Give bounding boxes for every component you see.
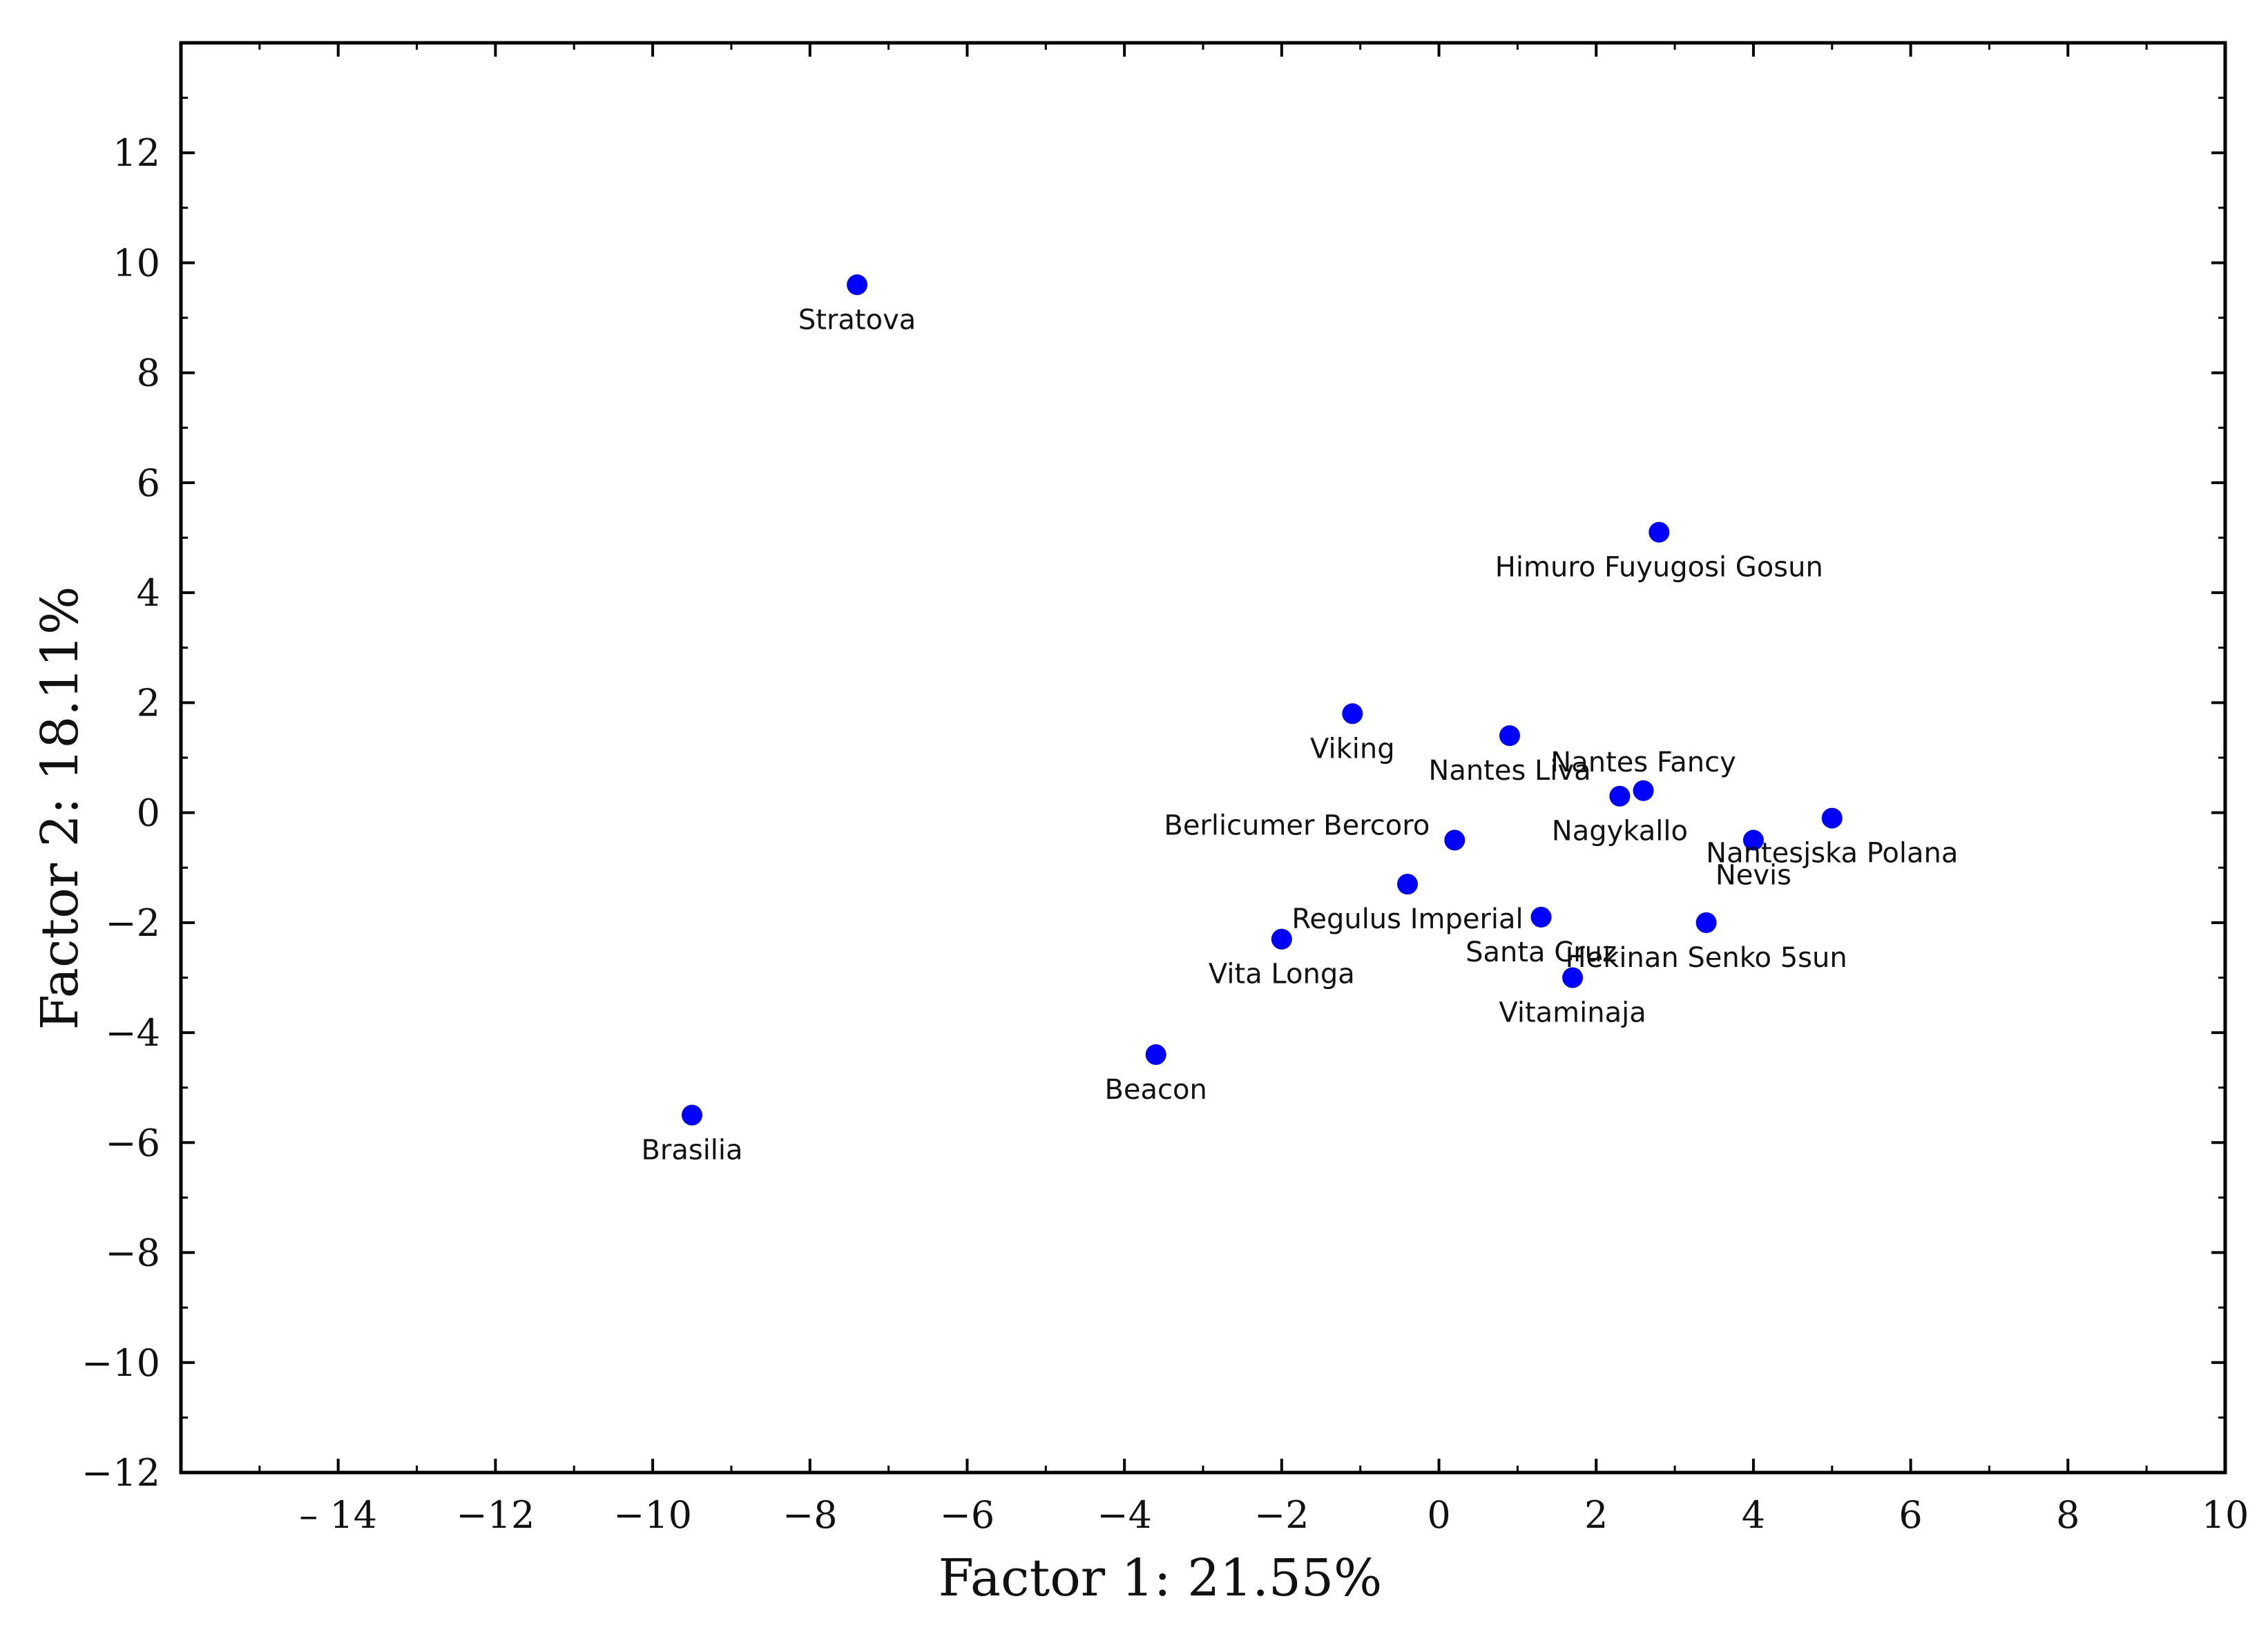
x-tick-label: 8 <box>2056 1493 2079 1537</box>
y-tick-label: 12 <box>113 131 160 175</box>
y-tick-label: 2 <box>137 681 160 725</box>
data-point-label: Brasilia <box>641 1135 742 1167</box>
y-tick-label: 8 <box>137 352 160 395</box>
y-tick-label: −10 <box>81 1341 160 1385</box>
data-point <box>1742 830 1764 851</box>
data-point-label: Berlicumer Bercoro <box>1164 809 1430 841</box>
data-point-label: Nantes Fancy <box>1550 747 1736 778</box>
x-axis-ticks: – 14 −12 −10 −8 −6 −4 −2 0 2 4 6 8 10 <box>299 43 2249 1537</box>
data-point-label: Santa Cruz <box>1465 937 1617 968</box>
data-point-label: Regulus Imperial <box>1291 903 1523 935</box>
data-point <box>1562 967 1584 988</box>
x-tick-label: 0 <box>1427 1493 1450 1537</box>
plot-frame <box>179 41 2227 1475</box>
y-tick-label: 4 <box>137 571 160 615</box>
data-point <box>1499 725 1520 747</box>
y-tick-label: −6 <box>105 1121 160 1164</box>
x-tick-label: 6 <box>1899 1493 1922 1537</box>
data-point <box>1609 785 1631 807</box>
y-tick-label: −8 <box>105 1231 160 1275</box>
data-point <box>847 274 868 296</box>
y-tick-label: −12 <box>81 1451 160 1495</box>
y-tick-label: −4 <box>105 1011 160 1055</box>
data-point <box>1695 912 1717 933</box>
data-points: Stratova Himuro Fuyugosi Gosun Viking Nante… <box>641 274 1958 1167</box>
data-point-label: Nagykallo <box>1552 816 1688 847</box>
data-point <box>1145 1044 1166 1065</box>
data-point-label: Vita Longa <box>1209 959 1355 990</box>
x-tick-label: −8 <box>782 1493 838 1537</box>
data-point <box>1530 906 1552 928</box>
y-tick-label: 6 <box>137 461 160 505</box>
y-tick-label: 0 <box>137 792 160 835</box>
data-point <box>1633 780 1654 801</box>
data-point <box>1342 703 1363 725</box>
y-axis-label: Factor 2: 18.11% <box>30 586 90 1030</box>
data-point-label: Hekinan Senko 5sun <box>1566 942 1847 974</box>
x-tick-label: −6 <box>940 1493 995 1537</box>
data-point-label: Nantesjska Polana <box>1706 838 1958 870</box>
x-tick-label: −12 <box>456 1493 535 1537</box>
data-point-label: Nevis <box>1716 859 1791 891</box>
x-tick-label: 4 <box>1742 1493 1765 1537</box>
x-tick-label: – 14 <box>299 1493 377 1537</box>
x-tick-label: 2 <box>1584 1493 1608 1537</box>
x-axis-label: Factor 1: 21.55% <box>939 1548 1383 1608</box>
y-tick-label: 10 <box>113 241 160 285</box>
x-tick-label: −4 <box>1097 1493 1152 1537</box>
data-point-label: Himuro Fuyugosi Gosun <box>1495 552 1823 584</box>
data-point-label: Viking <box>1310 733 1395 765</box>
data-point-label: Nantes Liva <box>1428 755 1591 787</box>
data-point <box>1397 874 1418 895</box>
x-tick-label: −2 <box>1254 1493 1309 1537</box>
x-tick-label: −10 <box>613 1493 692 1537</box>
data-point <box>1649 521 1670 543</box>
data-point <box>1271 928 1292 950</box>
data-point-label: Vitaminaja <box>1499 997 1646 1028</box>
data-point <box>682 1104 702 1126</box>
x-tick-label: 10 <box>2202 1493 2249 1537</box>
y-axis-ticks: 12 10 8 6 4 2 0 −2 −4 −6 −8 −10 −12 <box>81 131 2225 1495</box>
data-point <box>1821 807 1843 829</box>
y-tick-label: −2 <box>105 901 160 945</box>
data-point-label: Stratova <box>798 304 916 336</box>
minor-ticks <box>181 43 2225 1473</box>
data-point-label: Beacon <box>1104 1074 1207 1106</box>
data-point <box>1444 830 1465 851</box>
